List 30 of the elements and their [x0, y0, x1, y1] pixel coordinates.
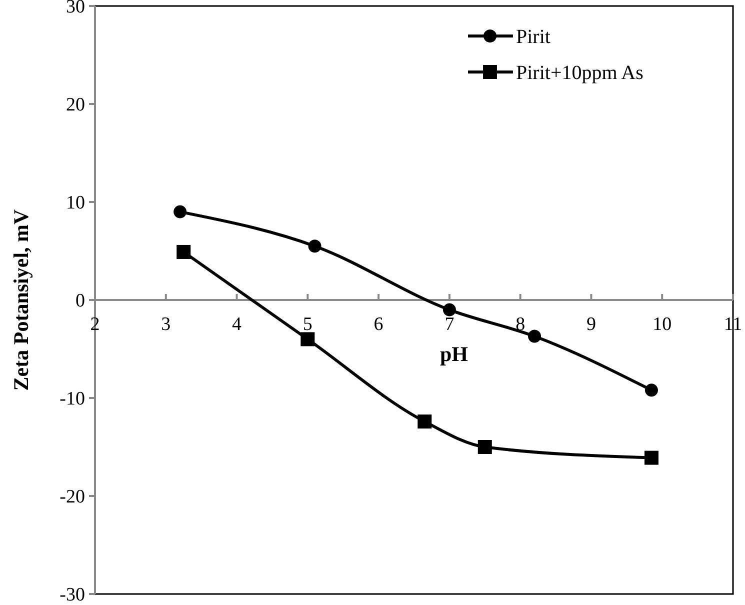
- x-tick-label: 7: [444, 314, 454, 335]
- x-tick-label: 4: [232, 314, 242, 335]
- point: [176, 244, 191, 259]
- x-tick-label: 3: [161, 314, 171, 335]
- y-tick-label: -10: [60, 388, 85, 410]
- y-tick-label: 10: [66, 192, 85, 214]
- point: [644, 450, 658, 465]
- legend-label: Pirit+10ppm As: [516, 62, 644, 84]
- y-tick-label: 20: [66, 94, 85, 116]
- point: [644, 384, 658, 397]
- y-axis-title: Zeta Potansiyel, mV: [9, 209, 33, 391]
- x-tick-label: 6: [374, 314, 384, 335]
- point: [300, 332, 315, 346]
- y-tick-label: 30: [66, 0, 85, 18]
- point: [478, 440, 492, 454]
- y-tick-label: -30: [60, 584, 85, 605]
- x-axis-title: pH: [440, 342, 468, 366]
- x-tick-label: 5: [302, 314, 312, 335]
- x-tick-label: 8: [516, 314, 526, 335]
- point: [528, 330, 542, 343]
- x-tick-label: 10: [652, 314, 672, 335]
- x-tick-label: 2: [90, 314, 100, 335]
- point: [308, 240, 322, 253]
- legend-label: Pirit: [516, 26, 551, 48]
- point: [418, 414, 432, 429]
- point: [442, 303, 456, 316]
- y-tick-label: 0: [76, 290, 85, 312]
- point: [174, 205, 187, 218]
- y-tick-label: -20: [60, 486, 85, 508]
- x-tick-label: 9: [586, 314, 596, 335]
